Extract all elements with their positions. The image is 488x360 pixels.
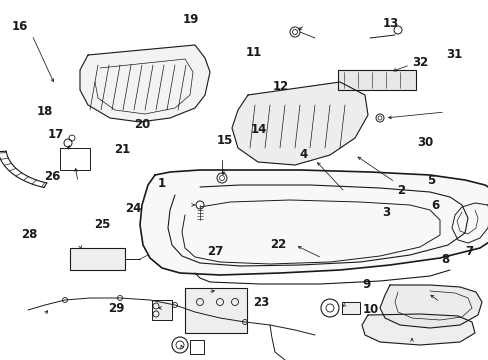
Polygon shape — [80, 45, 209, 122]
Text: 21: 21 — [114, 143, 130, 156]
Text: 23: 23 — [253, 296, 269, 309]
Text: 32: 32 — [411, 57, 428, 69]
Text: 22: 22 — [270, 238, 286, 251]
Text: 11: 11 — [245, 46, 262, 59]
Text: 9: 9 — [362, 278, 370, 291]
Text: 12: 12 — [272, 80, 289, 93]
Polygon shape — [361, 314, 474, 345]
Text: 31: 31 — [446, 48, 462, 60]
Text: 4: 4 — [299, 148, 306, 161]
Text: 27: 27 — [206, 246, 223, 258]
Bar — [190, 340, 203, 354]
Text: 8: 8 — [440, 253, 448, 266]
Bar — [70, 248, 125, 270]
Text: 6: 6 — [430, 199, 438, 212]
Text: 24: 24 — [124, 202, 141, 215]
Text: 29: 29 — [108, 302, 124, 315]
Polygon shape — [231, 82, 367, 165]
Text: 17: 17 — [48, 129, 64, 141]
Bar — [152, 300, 172, 320]
Bar — [337, 70, 415, 90]
Text: 10: 10 — [362, 303, 378, 316]
Text: 13: 13 — [382, 17, 399, 30]
Text: 19: 19 — [182, 13, 199, 26]
Text: 16: 16 — [11, 21, 28, 33]
Text: 2: 2 — [396, 184, 404, 197]
Text: 5: 5 — [427, 174, 434, 186]
Text: 18: 18 — [37, 105, 53, 118]
Text: 26: 26 — [44, 170, 61, 183]
Bar — [184, 288, 246, 333]
Text: 14: 14 — [250, 123, 267, 136]
Text: 20: 20 — [133, 118, 150, 131]
Text: 3: 3 — [382, 206, 389, 219]
Text: 30: 30 — [416, 136, 433, 149]
Polygon shape — [379, 285, 481, 328]
Bar — [341, 302, 359, 314]
Text: 15: 15 — [216, 134, 233, 147]
Text: 25: 25 — [94, 219, 111, 231]
Text: 28: 28 — [21, 228, 38, 240]
Text: 7: 7 — [465, 246, 472, 258]
Text: 1: 1 — [157, 177, 165, 190]
Polygon shape — [140, 170, 488, 275]
Bar — [60, 148, 90, 170]
